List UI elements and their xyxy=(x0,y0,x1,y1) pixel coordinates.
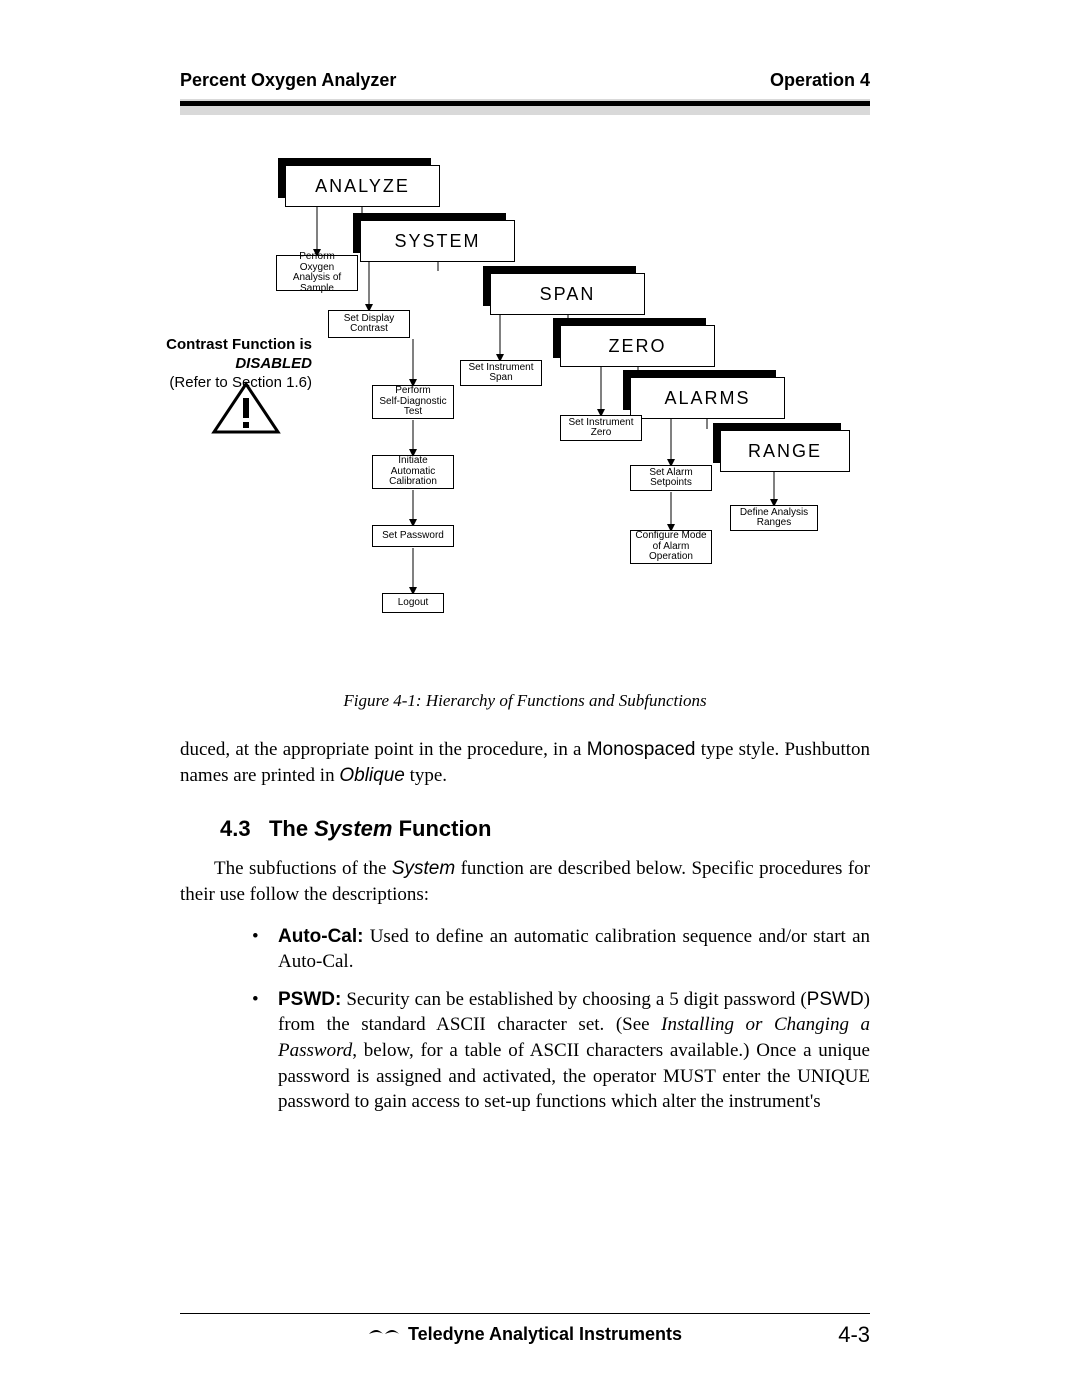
bullet-list: Auto-Cal: Used to define an automatic ca… xyxy=(252,924,870,1115)
main-box-analyze: ANALYZE xyxy=(285,165,440,207)
footer-company: Teledyne Analytical Instruments xyxy=(408,1324,682,1345)
sub-box-set-zero: Set InstrumentZero xyxy=(560,415,642,441)
main-box-span: SPAN xyxy=(490,273,645,315)
page-number: 4-3 xyxy=(838,1322,870,1348)
section-intro: The subfuctions of the System function a… xyxy=(180,856,870,907)
paragraph-continued: duced, at the appropriate point in the p… xyxy=(180,737,870,788)
figure-caption: Figure 4-1: Hierarchy of Functions and S… xyxy=(180,691,870,711)
sub-box-self-diag: PerformSelf-DiagnosticTest xyxy=(372,385,454,419)
sub-box-define-ranges: Define AnalysisRanges xyxy=(730,505,818,531)
header-left: Percent Oxygen Analyzer xyxy=(180,70,396,91)
main-box-alarms: ALARMS xyxy=(630,377,785,419)
main-box-range: RANGE xyxy=(720,430,850,472)
page-header: Percent Oxygen Analyzer Operation 4 xyxy=(180,70,870,91)
bullet-item: PSWD: Security can be established by cho… xyxy=(252,987,870,1115)
company-logo-icon xyxy=(368,1324,402,1345)
body-text: duced, at the appropriate point in the p… xyxy=(180,737,870,1115)
sub-box-set-span: Set InstrumentSpan xyxy=(460,360,542,386)
sub-box-perform-oxygen: Perform OxygenAnalysis ofSample xyxy=(276,255,358,291)
page-footer: Teledyne Analytical Instruments 4-3 xyxy=(180,1313,870,1345)
header-right: Operation 4 xyxy=(770,70,870,91)
sub-box-set-alarm: Set AlarmSetpoints xyxy=(630,465,712,491)
warning-icon xyxy=(210,380,282,438)
sub-box-auto-cal: InitiateAutomaticCalibration xyxy=(372,455,454,489)
hierarchy-diagram: ANALYZE SYSTEM SPAN ZERO ALARMS RANGE Perform … xyxy=(180,145,870,685)
main-box-zero: ZERO xyxy=(560,325,715,367)
bullet-item: Auto-Cal: Used to define an automatic ca… xyxy=(252,924,870,975)
header-rule xyxy=(180,99,870,115)
sub-box-alarm-mode: Configure Modeof AlarmOperation xyxy=(630,530,712,564)
sub-box-logout: Logout xyxy=(382,593,444,613)
sub-box-set-password: Set Password xyxy=(372,525,454,547)
section-heading: 4.3 The System Function xyxy=(220,816,870,842)
sub-box-set-contrast: Set DisplayContrast xyxy=(328,310,410,338)
main-box-system: SYSTEM xyxy=(360,220,515,262)
